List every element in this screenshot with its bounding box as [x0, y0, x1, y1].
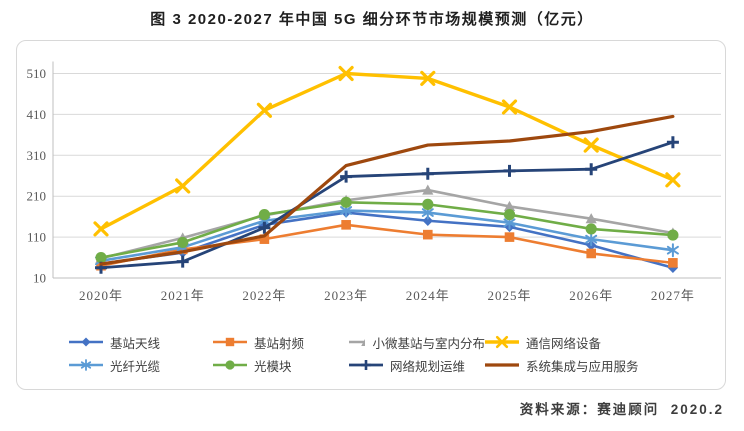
legend-marker-icon: [213, 360, 247, 370]
legend-item-小微基站与室内分布: 小微基站与室内分布: [349, 333, 485, 351]
legend-marker-icon: [69, 359, 103, 371]
legend-marker-icon: [485, 335, 519, 349]
chart-legend: 基站天线 基站射频 小微基站与室内分布 通信网络设备光纤光缆 光模块 网络规划运维 系统集成…: [69, 333, 639, 374]
legend-marker-icon: [485, 363, 519, 367]
legend-item-基站射频: 基站射频: [213, 333, 349, 351]
y-tick-label: 110: [27, 230, 46, 245]
legend-label: 网络规划运维: [390, 359, 466, 374]
legend-label: 小微基站与室内分布: [372, 336, 485, 351]
series-系统集成与应用服务: [99, 114, 675, 266]
legend-marker-icon: [349, 338, 366, 346]
legend-item-光模块: 光模块: [213, 356, 349, 374]
series-通信网络设备: [93, 65, 681, 237]
legend-label: 通信网络设备: [526, 336, 602, 351]
page-title: 图 3 2020-2027 年中国 5G 细分环节市场规模预测（亿元）: [150, 11, 594, 28]
legend-label: 基站射频: [254, 336, 305, 351]
x-tick-label: 2020年: [79, 288, 123, 303]
x-tick-label: 2025年: [487, 288, 531, 303]
x-tick-label: 2026年: [569, 288, 613, 303]
y-tick-label: 410: [27, 107, 47, 122]
x-tick-label: 2022年: [242, 288, 286, 303]
y-tick-label: 210: [27, 189, 47, 204]
x-tick-label: 2021年: [161, 288, 205, 303]
legend-label: 光模块: [254, 359, 292, 374]
x-axis-tick-labels: 2020年 2021年 2022年 2023年 2024年 2025年 2026年 2027年: [79, 288, 695, 303]
legend-marker-icon: [213, 337, 247, 347]
series-光模块: [95, 196, 679, 264]
y-tick-label: 310: [27, 148, 47, 163]
source-credit: 资料来源：赛迪顾问 2020.2: [519, 402, 724, 417]
legend-item-通信网络设备: 通信网络设备: [485, 333, 639, 351]
legend-label: 系统集成与应用服务: [526, 359, 639, 374]
y-tick-label: 510: [27, 66, 47, 81]
legend-item-基站天线: 基站天线: [69, 333, 213, 351]
legend-marker-icon: [69, 337, 103, 347]
legend-item-网络规划运维: 网络规划运维: [349, 356, 485, 374]
y-axis-tick-labels: 10 110 210 310 410 510: [27, 66, 47, 286]
legend-marker-icon: [349, 360, 383, 370]
legend-item-光纤光缆: 光纤光缆: [69, 356, 213, 374]
x-tick-label: 2027年: [651, 288, 695, 303]
legend-item-系统集成与应用服务: 系统集成与应用服务: [485, 356, 639, 374]
legend-label: 基站天线: [110, 336, 161, 351]
y-tick-label: 10: [33, 271, 46, 286]
x-tick-label: 2023年: [324, 288, 368, 303]
x-tick-label: 2024年: [406, 288, 450, 303]
legend-label: 光纤光缆: [110, 359, 161, 374]
